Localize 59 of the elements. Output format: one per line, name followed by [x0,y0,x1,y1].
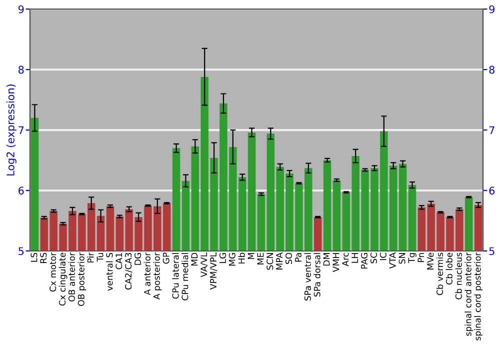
x-tick-label: LH [352,253,358,263]
x-tick-label: IC [380,252,386,260]
x-tick-label: PAG [361,253,368,269]
y2-tick-label: 5 [489,247,494,256]
x-tick-label: A anterior [144,252,150,296]
x-tick-label: Hb [238,252,245,264]
x-tick-label: LS [30,252,38,262]
x-tick-label: SPa dorsal [314,253,320,296]
x-tick-label: A posterior [153,252,162,300]
x-tick-label: SPa ventral [304,253,311,300]
x-tick-label: LG [219,253,226,263]
y2-tick-label: 8 [489,66,494,74]
x-tick-label: Cb nucleus [455,252,462,300]
x-tick-label: CA2/CA3 [125,253,132,290]
y-tick-label: 7 [18,126,24,134]
x-tick-label: DM [323,253,330,266]
x-tick-label: VTA [389,252,396,269]
x-tick-label: OB anterior [68,252,75,302]
y2-tick-label: 9 [489,5,494,14]
y-tick-label: 8 [18,66,24,74]
x-tick-label: MVe [427,252,434,270]
x-tick-label: VMH [332,253,340,272]
x-tick-label: CPu lateral [172,253,179,299]
x-tick-label: SN [398,253,406,264]
x-tick-label: SC [370,252,377,264]
x-tick-label: DG [134,253,142,265]
y-tick-label: 5 [18,247,24,256]
x-tick-label: MPA [276,252,282,270]
x-tick-label: Tg [408,253,416,264]
x-tick-label: ME [257,252,264,264]
y-axis-title: Log2 (expression) [6,84,16,176]
x-tick-label: MG [228,253,236,266]
x-tick-label: M [248,253,254,259]
x-tick-label: ventral S [106,252,113,291]
y2-tick-label: 7 [489,126,494,134]
x-tick-label: spinal cord anterior [464,252,474,336]
x-tick-label: Pa [295,253,302,262]
x-tick-label: SO [286,252,292,264]
x-tick-label: CPu medial [182,253,188,300]
x-tick-label: CA1 [116,253,122,270]
x-tick-label: Pir [87,252,94,262]
x-tick-label: VA/VL [200,252,208,278]
y-tick-label: 9 [18,5,24,14]
y-tick-label: 6 [18,186,24,195]
x-tick-label: Tu [96,253,104,262]
x-tick-label: OB posterior [78,252,86,306]
x-tick-label: Cb lobe [446,252,452,284]
x-tick-label: MD [191,252,198,266]
x-tick-label: RS [40,252,47,263]
x-tick-label: SCN [266,253,274,270]
y2-tick-label: 6 [489,186,495,195]
x-tick-label: GP [162,252,170,264]
x-tick-label: Cb vermis [436,252,444,296]
x-tick-label: Arc [342,252,349,266]
x-tick-label: Pn [418,253,424,262]
x-tick-label: spinal cord posterior [474,252,482,340]
x-tick-label: VPM/VPL [210,252,218,290]
x-tick-label: Cx motor [50,252,56,292]
x-tick-label: Cx cingulate [58,252,68,306]
